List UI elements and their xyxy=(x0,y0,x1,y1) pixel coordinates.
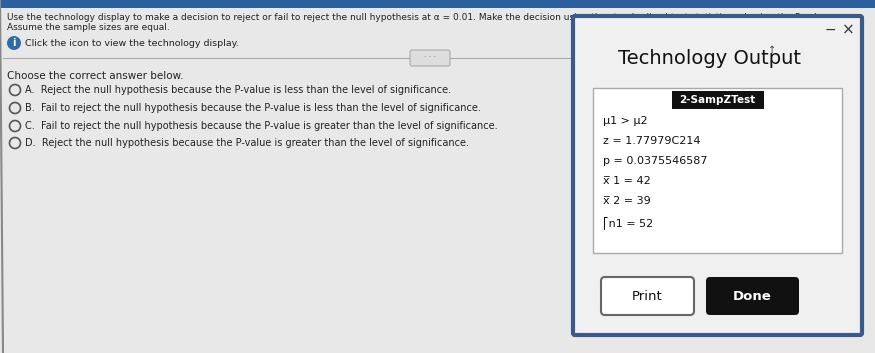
Text: x̅ 1 = 42: x̅ 1 = 42 xyxy=(603,176,651,186)
Text: ⎡n1 = 52: ⎡n1 = 52 xyxy=(603,216,654,229)
Text: z = 1.77979C214: z = 1.77979C214 xyxy=(603,136,701,146)
Text: Print: Print xyxy=(632,289,663,303)
FancyBboxPatch shape xyxy=(573,16,862,335)
Text: C.  Fail to reject the null hypothesis because the P-value is greater than the l: C. Fail to reject the null hypothesis be… xyxy=(25,121,498,131)
Text: x̅ 2 = 39: x̅ 2 = 39 xyxy=(603,196,651,206)
Text: ×: × xyxy=(842,23,854,37)
Text: μ1 > μ2: μ1 > μ2 xyxy=(603,116,648,126)
Circle shape xyxy=(7,36,21,50)
Text: Use the technology display to make a decision to reject or fail to reject the nu: Use the technology display to make a dec… xyxy=(7,13,831,22)
FancyBboxPatch shape xyxy=(410,50,450,66)
Text: Done: Done xyxy=(733,289,772,303)
Text: p = 0.0375546587: p = 0.0375546587 xyxy=(603,156,708,166)
Text: Click the icon to view the technology display.: Click the icon to view the technology di… xyxy=(25,38,239,48)
Text: · · ·: · · · xyxy=(424,54,436,62)
Text: A.  Reject the null hypothesis because the P-value is less than the level of sig: A. Reject the null hypothesis because th… xyxy=(25,85,452,95)
Text: Technology Output: Technology Output xyxy=(618,48,801,67)
Text: Choose the correct answer below.: Choose the correct answer below. xyxy=(7,71,184,81)
FancyBboxPatch shape xyxy=(0,8,875,353)
FancyBboxPatch shape xyxy=(601,277,694,315)
Text: 2-SampZTest: 2-SampZTest xyxy=(679,95,756,105)
FancyBboxPatch shape xyxy=(706,277,799,315)
Text: −: − xyxy=(824,23,836,37)
Text: D.  Reject the null hypothesis because the P-value is greater than the level of : D. Reject the null hypothesis because th… xyxy=(25,138,469,148)
Text: Assume the sample sizes are equal.: Assume the sample sizes are equal. xyxy=(7,23,170,32)
Text: ↑: ↑ xyxy=(768,45,777,55)
FancyBboxPatch shape xyxy=(0,0,875,8)
Text: B.  Fail to reject the null hypothesis because the P-value is less than the leve: B. Fail to reject the null hypothesis be… xyxy=(25,103,481,113)
Text: i: i xyxy=(12,38,16,48)
FancyBboxPatch shape xyxy=(593,88,842,253)
FancyBboxPatch shape xyxy=(671,91,764,109)
